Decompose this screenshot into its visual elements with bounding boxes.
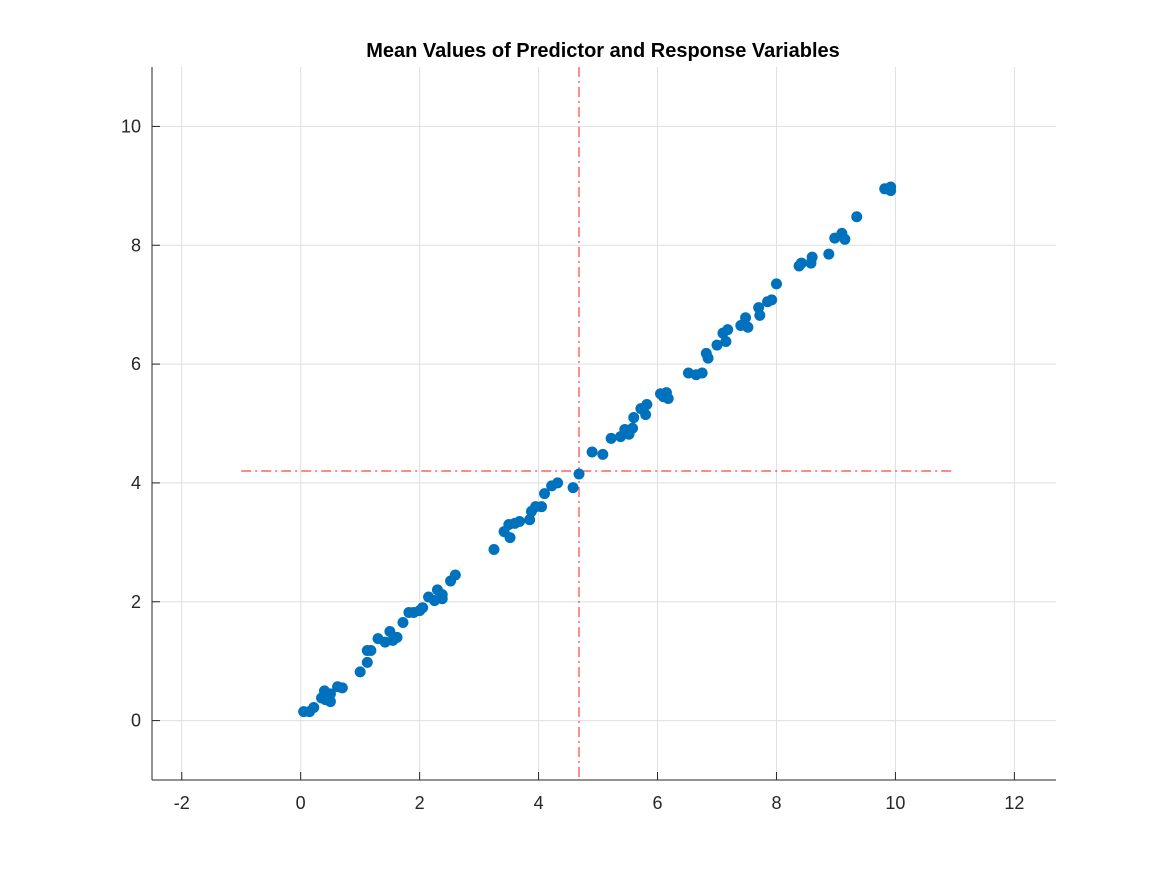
data-point — [851, 211, 863, 223]
data-point — [488, 543, 500, 555]
data-point — [539, 488, 551, 500]
data-point — [885, 185, 897, 197]
grid — [152, 67, 1056, 780]
data-point — [641, 398, 653, 410]
x-tick-label: 0 — [296, 793, 306, 813]
x-tick-label: -2 — [174, 793, 190, 813]
data-point — [354, 666, 366, 678]
data-point — [324, 696, 336, 708]
data-point — [417, 602, 429, 614]
data-point — [720, 336, 732, 348]
data-point — [740, 312, 752, 324]
data-point — [806, 251, 818, 263]
y-tick-label: 2 — [131, 592, 141, 612]
data-point — [605, 432, 617, 444]
data-point — [839, 233, 851, 245]
x-tick-label: 8 — [771, 793, 781, 813]
data-point — [504, 532, 516, 544]
data-point — [742, 321, 754, 333]
data-points — [298, 181, 897, 718]
data-point — [567, 482, 579, 494]
data-point — [586, 446, 598, 458]
data-point — [514, 516, 526, 528]
y-tick-label: 10 — [121, 116, 141, 136]
data-point — [795, 257, 807, 269]
data-point — [711, 339, 723, 351]
data-point — [597, 448, 609, 460]
data-point — [766, 294, 778, 306]
x-tick-label: 2 — [415, 793, 425, 813]
chart-title: Mean Values of Predictor and Response Va… — [366, 40, 840, 62]
data-point — [573, 468, 585, 480]
data-point — [361, 656, 373, 668]
y-tick-labels: 0 2 4 6 8 10 — [121, 116, 141, 730]
data-point — [696, 367, 708, 379]
x-tick-labels: -2 0 2 4 6 8 10 12 — [174, 793, 1025, 813]
data-point — [365, 644, 377, 656]
data-point — [536, 501, 548, 513]
data-point — [754, 309, 766, 321]
x-tick-label: 10 — [885, 793, 905, 813]
data-point — [823, 248, 835, 260]
data-point — [702, 352, 714, 364]
y-tick-label: 6 — [131, 354, 141, 374]
data-point — [391, 631, 403, 643]
axes — [151, 67, 1056, 781]
data-point — [628, 412, 640, 424]
data-point — [627, 422, 639, 434]
data-point — [449, 569, 461, 581]
data-point — [722, 324, 734, 336]
x-tick-label: 6 — [653, 793, 663, 813]
x-tick-label: 4 — [534, 793, 544, 813]
data-point — [324, 688, 336, 700]
data-point — [770, 278, 782, 290]
y-tick-label: 0 — [131, 711, 141, 731]
data-point — [524, 514, 536, 526]
data-point — [552, 477, 564, 489]
data-point — [336, 682, 348, 694]
data-point — [308, 702, 320, 714]
y-tick-label: 4 — [131, 473, 141, 493]
reference-lines — [241, 67, 955, 780]
data-point — [662, 393, 674, 405]
y-tick-label: 8 — [131, 235, 141, 255]
data-point — [436, 593, 448, 605]
data-point — [397, 617, 409, 629]
x-tick-label: 12 — [1004, 793, 1024, 813]
data-point — [640, 409, 652, 421]
